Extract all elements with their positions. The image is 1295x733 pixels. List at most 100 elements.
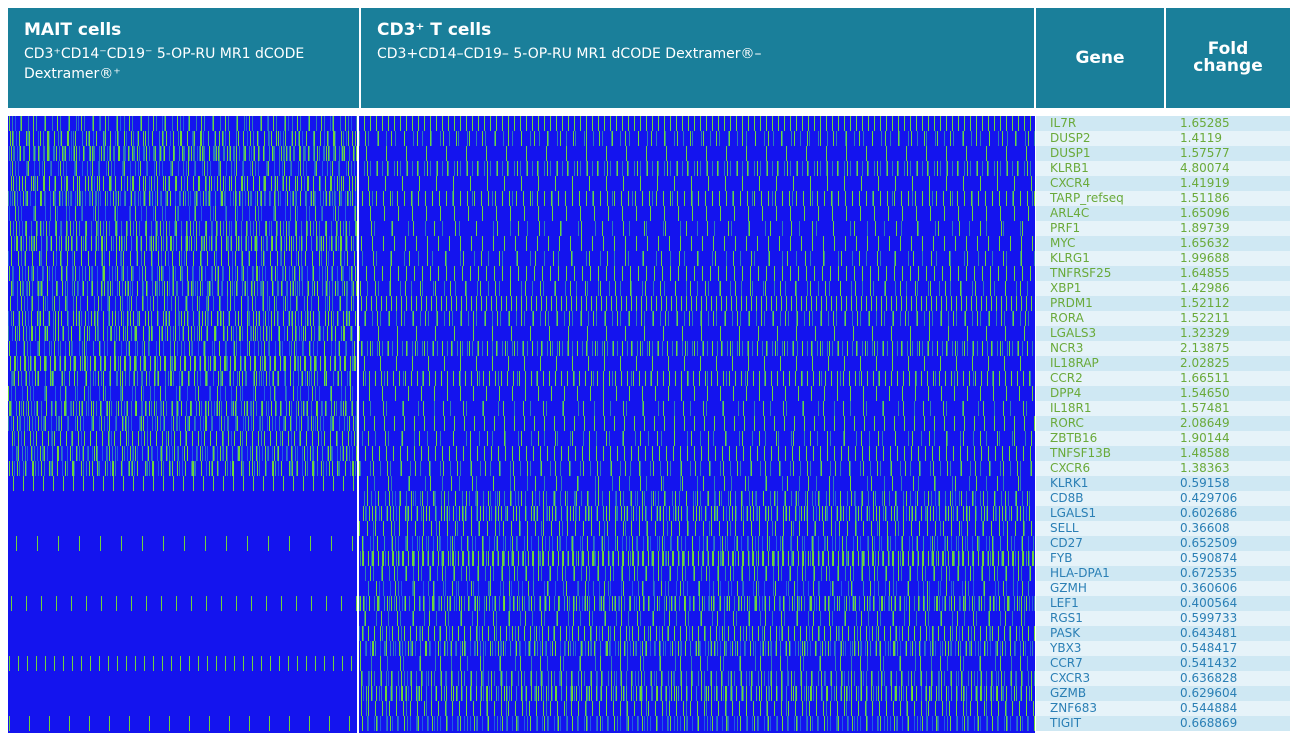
fold-change: 0.668869 xyxy=(1180,716,1238,730)
fold-change: 0.36608 xyxy=(1180,521,1230,535)
gene: LGALS3 xyxy=(1050,326,1097,340)
heat-texture xyxy=(8,566,357,581)
fold-change: 0.599733 xyxy=(1180,611,1238,625)
gene-row: IL18RAP 2.02825 xyxy=(1036,356,1290,371)
gene: IL7R xyxy=(1050,116,1077,130)
heat-texture xyxy=(359,236,1035,251)
gene: TNFSF13B xyxy=(1050,446,1112,460)
heat-texture xyxy=(359,131,1035,146)
gene: FYB xyxy=(1050,551,1073,565)
heat-texture xyxy=(359,401,1035,416)
gene: ZNF683 xyxy=(1050,701,1098,715)
gene: TNFRSF25 xyxy=(1050,266,1112,280)
fold-change: 1.48588 xyxy=(1180,446,1230,460)
heat-texture xyxy=(8,311,357,326)
fold-change: 1.42986 xyxy=(1180,281,1230,295)
heat-texture xyxy=(359,446,1035,461)
gene: GZMH xyxy=(1050,581,1087,595)
heat-texture xyxy=(359,356,1035,371)
fold-change: 1.32329 xyxy=(1180,326,1230,340)
heat-texture xyxy=(359,521,1035,536)
heat-texture xyxy=(8,341,357,356)
fold-change: 0.548417 xyxy=(1180,641,1238,655)
gene-table: IL7R 1.65285 DUSP2 1.4119 DUSP1 1.57577 KLRB1 4… xyxy=(1036,116,1290,731)
fold-change: 1.65632 xyxy=(1180,236,1230,250)
gene-row: CCR2 1.66511 xyxy=(1036,371,1290,386)
heatmap-mait xyxy=(8,116,357,733)
heat-texture xyxy=(8,206,357,221)
fold-change: 1.4119 xyxy=(1180,131,1222,145)
heat-texture xyxy=(359,536,1035,551)
heat-texture xyxy=(359,296,1035,311)
fold-change: 1.38363 xyxy=(1180,461,1230,475)
heat-texture xyxy=(359,656,1035,671)
fold-change: 0.602686 xyxy=(1180,506,1238,520)
gene: CXCR6 xyxy=(1050,461,1091,475)
heat-texture xyxy=(359,311,1035,326)
header-fold: Fold change xyxy=(1166,8,1290,108)
gene-row: CXCR6 1.38363 xyxy=(1036,461,1290,476)
gene: NCR3 xyxy=(1050,341,1084,355)
gene: XBP1 xyxy=(1050,281,1082,295)
gene: RGS1 xyxy=(1050,611,1083,625)
heat-texture xyxy=(359,581,1035,596)
gene-row: XBP1 1.42986 xyxy=(1036,281,1290,296)
fold-change: 0.652509 xyxy=(1180,536,1238,550)
gene-row: PRDM1 1.52112 xyxy=(1036,296,1290,311)
heat-texture xyxy=(8,701,357,716)
heat-texture xyxy=(8,596,357,611)
gene-row: TIGIT 0.668869 xyxy=(1036,716,1290,731)
heat-texture xyxy=(8,551,357,566)
heat-texture xyxy=(359,416,1035,431)
fold-change: 1.65285 xyxy=(1180,116,1230,130)
heat-texture xyxy=(359,506,1035,521)
gene: KLRG1 xyxy=(1050,251,1090,265)
heat-texture xyxy=(8,131,357,146)
gene-row: DPP4 1.54650 xyxy=(1036,386,1290,401)
fold-change: 0.429706 xyxy=(1180,491,1238,505)
heatmap-tcells xyxy=(359,116,1035,733)
gene-row: DUSP2 1.4119 xyxy=(1036,131,1290,146)
heat-texture xyxy=(359,191,1035,206)
gene-row: CCR7 0.541432 xyxy=(1036,656,1290,671)
title: MAIT cells xyxy=(24,20,122,40)
fold-change: 1.65096 xyxy=(1180,206,1230,220)
gene: DPP4 xyxy=(1050,386,1082,400)
heat-texture xyxy=(359,611,1035,626)
heat-texture xyxy=(359,701,1035,716)
heat-texture xyxy=(359,116,1035,131)
heat-texture xyxy=(8,491,357,506)
heat-texture xyxy=(8,581,357,596)
gene: KLRB1 xyxy=(1050,161,1089,175)
gene: CXCR3 xyxy=(1050,671,1091,685)
gene: PASK xyxy=(1050,626,1081,640)
heat-texture xyxy=(8,176,357,191)
fold-change: 1.66511 xyxy=(1180,371,1230,385)
gene-row: RGS1 0.599733 xyxy=(1036,611,1290,626)
fold-change: 0.643481 xyxy=(1180,626,1238,640)
heat-texture xyxy=(8,191,357,206)
heat-texture xyxy=(359,476,1035,491)
gene-row: HLA-DPA1 0.672535 xyxy=(1036,566,1290,581)
gene: CD27 xyxy=(1050,536,1083,550)
heat-texture xyxy=(8,716,357,731)
gene-row: KLRB1 4.80074 xyxy=(1036,161,1290,176)
heat-texture xyxy=(359,221,1035,236)
heat-texture xyxy=(8,116,357,131)
gene-row: TNFRSF25 1.64855 xyxy=(1036,266,1290,281)
fold-change: 1.57481 xyxy=(1180,401,1230,415)
fold-change: 0.629604 xyxy=(1180,686,1238,700)
gene: LGALS1 xyxy=(1050,506,1097,520)
heat-texture xyxy=(359,161,1035,176)
heat-texture xyxy=(359,146,1035,161)
gene: RORC xyxy=(1050,416,1084,430)
gene: DUSP2 xyxy=(1050,131,1091,145)
gene-row: CD8B 0.429706 xyxy=(1036,491,1290,506)
heat-texture xyxy=(8,296,357,311)
fold-change: 1.90144 xyxy=(1180,431,1230,445)
header-mait: MAIT cells CD3⁺CD14⁻CD19⁻ 5-OP-RU MR1 dC… xyxy=(8,8,359,108)
gene-row: KLRK1 0.59158 xyxy=(1036,476,1290,491)
gene: HLA-DPA1 xyxy=(1050,566,1110,580)
heat-texture xyxy=(359,551,1035,566)
fold-change: 0.360606 xyxy=(1180,581,1238,595)
